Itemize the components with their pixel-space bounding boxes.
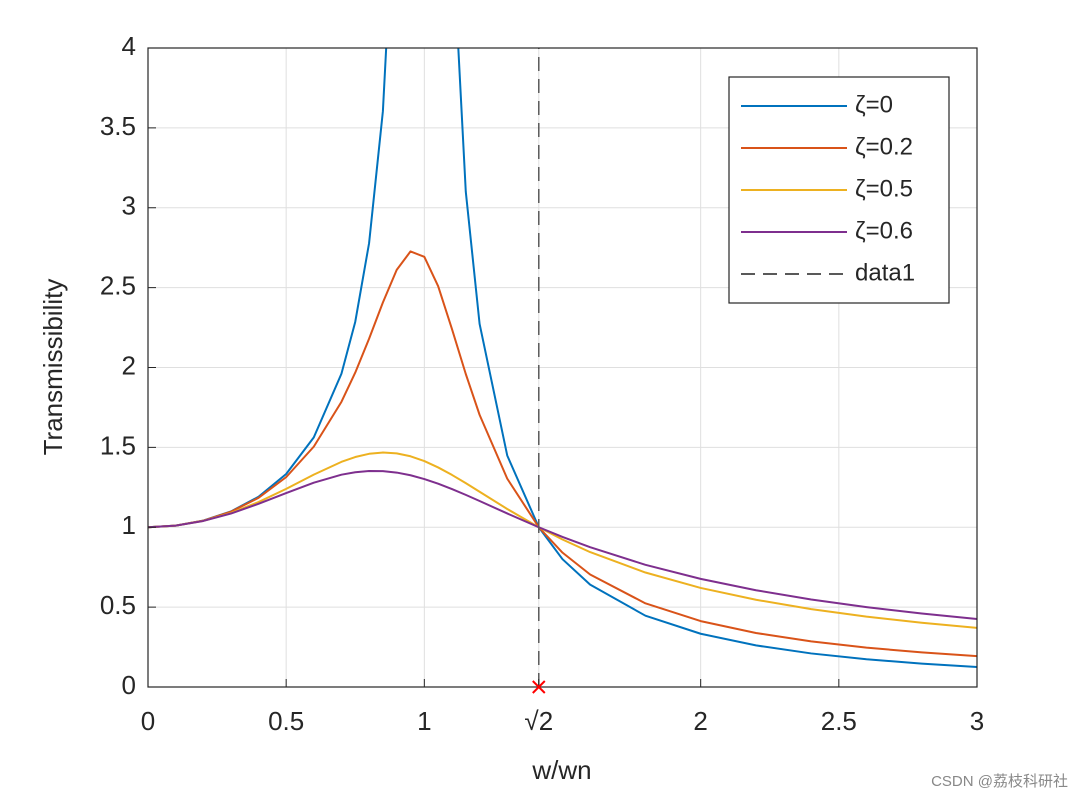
y-tick-label: 0.5: [100, 590, 136, 620]
x-tick-label: 2: [693, 706, 707, 736]
series-line: [148, 451, 977, 629]
y-tick-label: 3.5: [100, 111, 136, 141]
y-tick-label: 3: [122, 191, 136, 221]
x-tick-label: 2.5: [821, 706, 857, 736]
legend-label: ζ=0.2: [855, 133, 913, 160]
x-tick-label: 1: [417, 706, 431, 736]
watermark: CSDN @荔枝科研社: [931, 773, 1068, 790]
legend-label: data1: [855, 259, 915, 286]
y-tick-label: 0: [122, 670, 136, 700]
x-tick-label: 0.5: [268, 706, 304, 736]
legend-label: ζ=0: [855, 91, 893, 118]
legend: ζ=0 ζ=0.2 ζ=0.5 ζ=0.6 data1: [728, 76, 950, 304]
marker: [532, 680, 546, 694]
lines: [148, 48, 977, 687]
series-line: [148, 470, 977, 620]
y-axis-label: Transmissibility: [38, 279, 68, 456]
y-tick-label: 2: [122, 350, 136, 380]
x-tick-label: 3: [970, 706, 984, 736]
x-tick-label: √2: [524, 706, 553, 736]
y-tick-label: 1: [122, 510, 136, 540]
y-tick-label: 2.5: [100, 271, 136, 301]
ticks: 0 0.5 1 √2 2 2.5 3 0 0.5 1 1.5 2 2.5 3 3.5 4: [100, 31, 984, 736]
y-tick-label: 1.5: [100, 430, 136, 460]
x-tick-label: 0: [141, 706, 155, 736]
series-line: [148, 250, 977, 658]
x-axis-label: w/wn: [531, 755, 591, 785]
y-tick-label: 4: [122, 31, 136, 61]
legend-label: ζ=0.5: [855, 175, 913, 202]
legend-label: ζ=0.6: [855, 217, 913, 244]
